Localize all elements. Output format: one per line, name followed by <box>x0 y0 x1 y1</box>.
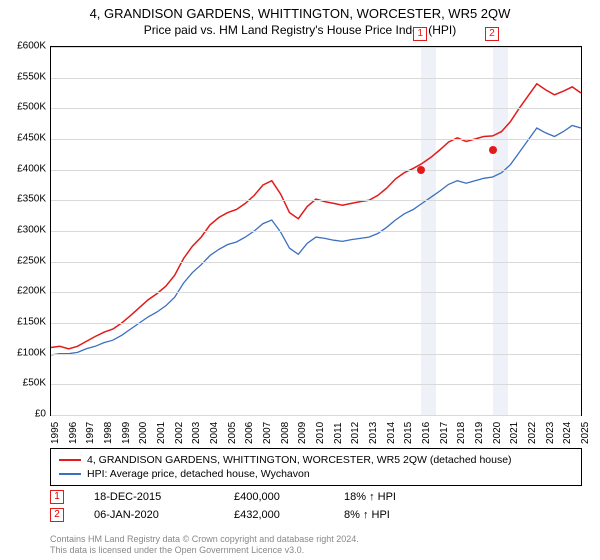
x-axis-label: 2020 <box>492 422 503 444</box>
chart-subtitle: Price paid vs. HM Land Registry's House … <box>0 21 600 37</box>
x-axis-label: 2019 <box>474 422 485 444</box>
sale-row: 2 06-JAN-2020 £432,000 8% ↑ HPI <box>50 508 582 522</box>
x-axis-label: 2024 <box>562 422 573 444</box>
x-axis-label: 2004 <box>209 422 220 444</box>
y-axis-label: £200K <box>0 286 46 297</box>
x-axis-label: 2002 <box>174 422 185 444</box>
chart-title: 4, GRANDISON GARDENS, WHITTINGTON, WORCE… <box>0 0 600 21</box>
x-axis-label: 2022 <box>527 422 538 444</box>
sale-row-price: £432,000 <box>234 509 314 521</box>
gridline-h <box>51 323 581 324</box>
footer-line-1: Contains HM Land Registry data © Crown c… <box>50 534 359 544</box>
sale-marker-dot <box>417 166 425 174</box>
x-axis-label: 2025 <box>580 422 591 444</box>
x-axis-label: 2005 <box>227 422 238 444</box>
x-axis-label: 2011 <box>333 422 344 444</box>
y-axis-label: £300K <box>0 225 46 236</box>
sale-row-pct: 18% ↑ HPI <box>344 491 424 503</box>
legend-swatch <box>59 459 81 461</box>
sale-marker-box: 1 <box>413 27 427 41</box>
y-axis-label: £350K <box>0 194 46 205</box>
gridline-h <box>51 170 581 171</box>
series-hpi <box>51 126 581 355</box>
gridline-h <box>51 200 581 201</box>
sale-marker-dot <box>489 146 497 154</box>
x-axis-label: 2006 <box>244 422 255 444</box>
legend-label: HPI: Average price, detached house, Wych… <box>87 468 310 480</box>
gridline-h <box>51 139 581 140</box>
series-price_paid <box>51 84 581 349</box>
x-axis-label: 2003 <box>191 422 202 444</box>
x-axis-label: 2013 <box>368 422 379 444</box>
gridline-h <box>51 47 581 48</box>
footer-line-2: This data is licensed under the Open Gov… <box>50 545 304 555</box>
y-axis-label: £550K <box>0 71 46 82</box>
y-axis-label: £150K <box>0 317 46 328</box>
legend-box: 4, GRANDISON GARDENS, WHITTINGTON, WORCE… <box>50 448 582 486</box>
x-axis-label: 2012 <box>350 422 361 444</box>
chart-container: 4, GRANDISON GARDENS, WHITTINGTON, WORCE… <box>0 0 600 560</box>
sale-row-date: 06-JAN-2020 <box>94 509 204 521</box>
y-axis-label: £100K <box>0 347 46 358</box>
x-axis-label: 2023 <box>545 422 556 444</box>
plot-area: £0£50K£100K£150K£200K£250K£300K£350K£400… <box>50 46 582 416</box>
x-axis-label: 1999 <box>121 422 132 444</box>
x-axis-label: 2016 <box>421 422 432 444</box>
sale-row: 1 18-DEC-2015 £400,000 18% ↑ HPI <box>50 490 582 504</box>
gridline-h <box>51 384 581 385</box>
x-axis-label: 2017 <box>439 422 450 444</box>
x-axis-label: 1997 <box>85 422 96 444</box>
x-axis-label: 2007 <box>262 422 273 444</box>
x-axis-label: 2001 <box>156 422 167 444</box>
y-axis-label: £600K <box>0 41 46 52</box>
legend-row: 4, GRANDISON GARDENS, WHITTINGTON, WORCE… <box>59 453 573 467</box>
plot-frame <box>50 46 582 416</box>
x-axis-label: 2008 <box>280 422 291 444</box>
y-axis-label: £450K <box>0 133 46 144</box>
sale-row-marker: 1 <box>50 490 64 504</box>
gridline-h <box>51 78 581 79</box>
legend-swatch <box>59 473 81 475</box>
x-axis-label: 2021 <box>509 422 520 444</box>
x-axis-label: 2000 <box>138 422 149 444</box>
gridline-h <box>51 231 581 232</box>
sale-row-pct: 8% ↑ HPI <box>344 509 424 521</box>
gridline-h <box>51 415 581 416</box>
gridline-h <box>51 108 581 109</box>
sale-marker-box: 2 <box>485 27 499 41</box>
legend-row: HPI: Average price, detached house, Wych… <box>59 467 573 481</box>
x-axis-label: 2010 <box>315 422 326 444</box>
x-axis-label: 1998 <box>103 422 114 444</box>
x-axis-label: 2014 <box>386 422 397 444</box>
x-axis-label: 2018 <box>456 422 467 444</box>
y-axis-label: £500K <box>0 102 46 113</box>
gridline-h <box>51 354 581 355</box>
y-axis-label: £250K <box>0 255 46 266</box>
legend-label: 4, GRANDISON GARDENS, WHITTINGTON, WORCE… <box>87 454 512 466</box>
x-axis-label: 1995 <box>50 422 61 444</box>
sale-row-marker: 2 <box>50 508 64 522</box>
x-axis-label: 1996 <box>68 422 79 444</box>
gridline-h <box>51 292 581 293</box>
gridline-h <box>51 262 581 263</box>
y-axis-label: £0 <box>0 409 46 420</box>
sales-table: 1 18-DEC-2015 £400,000 18% ↑ HPI 2 06-JAN-202… <box>50 490 582 526</box>
y-axis-label: £400K <box>0 163 46 174</box>
y-axis-label: £50K <box>0 378 46 389</box>
sale-row-date: 18-DEC-2015 <box>94 491 204 503</box>
x-axis-label: 2009 <box>297 422 308 444</box>
footer-attribution: Contains HM Land Registry data © Crown c… <box>50 534 359 557</box>
sale-row-price: £400,000 <box>234 491 314 503</box>
x-axis-label: 2015 <box>403 422 414 444</box>
